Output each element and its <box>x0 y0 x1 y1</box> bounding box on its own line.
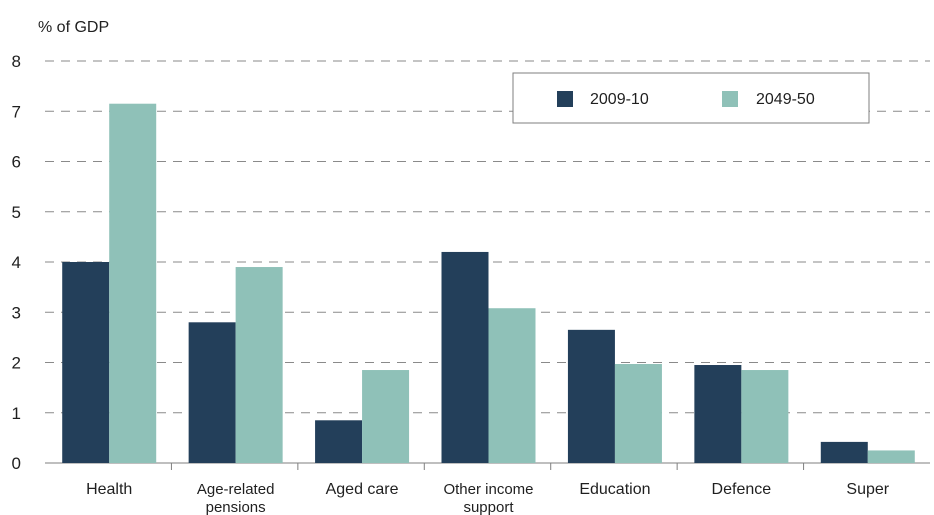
bar-2009-10-2 <box>315 420 363 463</box>
bar-2009-10-6 <box>820 441 868 463</box>
x-tick-marks <box>170 463 805 470</box>
bar-2049-50-6 <box>867 450 915 463</box>
bar-2049-50-5 <box>741 370 789 463</box>
bar-2009-10-4 <box>567 329 615 463</box>
y-tick-label: 1 <box>12 404 21 423</box>
y-tick-label: 6 <box>12 153 21 172</box>
legend-label-2009-10: 2009-10 <box>590 91 649 108</box>
category-label: support <box>463 499 514 515</box>
y-tick-label: 3 <box>12 303 21 322</box>
y-tick-label: 2 <box>12 354 21 373</box>
y-tick-label: 8 <box>12 52 21 71</box>
bar-2049-50-4 <box>614 364 662 463</box>
bar-2009-10-1 <box>188 322 236 463</box>
y-tick-label: 0 <box>12 454 21 473</box>
bar-2049-50-1 <box>235 267 283 463</box>
category-label: Age-related <box>197 481 275 498</box>
y-tick-label: 7 <box>12 102 21 121</box>
bar-2049-50-0 <box>109 103 157 464</box>
category-label: pensions <box>206 499 266 515</box>
legend-label-2049-50: 2049-50 <box>756 91 815 108</box>
y-tick-labels: 0 1 2 3 4 5 6 7 8 <box>12 52 21 473</box>
y-tick-label: 5 <box>12 203 21 222</box>
category-label: Other income <box>443 481 533 498</box>
y-axis-label: % of GDP <box>38 19 109 36</box>
bars <box>62 103 915 464</box>
category-label: Education <box>579 481 650 498</box>
legend-swatch-2009-10 <box>557 91 573 107</box>
bar-2009-10-5 <box>694 365 742 463</box>
y-tick-label: 4 <box>12 253 21 272</box>
category-label: Defence <box>712 481 772 498</box>
category-label: Health <box>86 481 132 498</box>
legend: 2009-10 2049-50 <box>512 72 870 124</box>
bar-2049-50-2 <box>362 370 410 463</box>
category-label: Super <box>846 481 889 498</box>
legend-swatch-2049-50 <box>722 91 738 107</box>
bar-2009-10-0 <box>62 262 110 463</box>
bar-2009-10-3 <box>441 251 489 463</box>
category-label: Aged care <box>326 481 399 498</box>
bar-2049-50-3 <box>488 308 536 463</box>
